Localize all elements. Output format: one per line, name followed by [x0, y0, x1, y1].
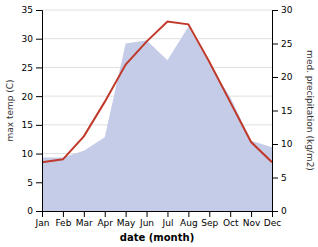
- tick: Sep: [201, 211, 218, 228]
- axis-line: [273, 11, 279, 212]
- tick-label: Feb: [55, 218, 71, 228]
- tick-mark: [36, 10, 42, 11]
- x-axis-title: date (month): [120, 232, 194, 243]
- line: [42, 21, 272, 162]
- y-axis: 0 5 10 15 20 25 30 35: [22, 5, 43, 216]
- axis-line: [36, 11, 43, 212]
- tick-label: 5: [27, 178, 33, 188]
- tick-mark: [272, 111, 278, 112]
- tick-label: Aug: [180, 218, 198, 228]
- tick-label: Jan: [35, 218, 50, 228]
- tick: Aug: [180, 211, 198, 228]
- tick: 0: [272, 206, 287, 216]
- tick: Oct: [223, 211, 239, 228]
- tick: Jan: [35, 211, 50, 228]
- tick-label: 5: [281, 173, 287, 183]
- tick-mark: [272, 77, 278, 78]
- tick: 10: [22, 149, 42, 159]
- tick: 10: [272, 139, 293, 149]
- tick-mark: [105, 211, 106, 217]
- tick-label: 35: [22, 5, 33, 15]
- tick-label: Mar: [76, 218, 93, 228]
- tick: Nov: [243, 211, 261, 228]
- tick: 15: [272, 106, 292, 116]
- tick: Jun: [139, 211, 154, 228]
- tick-label: Nov: [243, 218, 261, 228]
- tick-label: Oct: [223, 218, 239, 228]
- tick-mark: [36, 67, 42, 68]
- tick-mark: [272, 211, 278, 212]
- axis-line: [43, 212, 273, 218]
- tick: 35: [22, 5, 42, 15]
- tick-mark: [36, 125, 42, 126]
- tick: May: [117, 211, 136, 228]
- tick-mark: [36, 154, 42, 155]
- area: [42, 27, 272, 211]
- tick: Apr: [97, 211, 113, 228]
- tick-label: 25: [22, 63, 33, 73]
- tick: 20: [22, 92, 42, 102]
- tick: 5: [272, 173, 287, 183]
- tick-mark: [209, 211, 210, 217]
- tick-mark: [272, 10, 278, 11]
- tick: 20: [272, 72, 293, 82]
- x-axis: Jan Feb Mar Apr MayJun Jul AugSep Oct NovDec: [35, 211, 282, 228]
- tick: 5: [27, 178, 42, 188]
- tick-label: 15: [281, 106, 292, 116]
- tick: Mar: [76, 211, 93, 228]
- tick: 30: [22, 34, 42, 44]
- tick-label: 30: [22, 34, 34, 44]
- tick: 30: [272, 5, 293, 15]
- tick-mark: [36, 182, 42, 183]
- tick: Feb: [55, 211, 71, 228]
- tick: 25: [22, 63, 42, 73]
- tick-mark: [63, 211, 64, 217]
- tick-mark: [230, 211, 231, 217]
- y2-axis-title: med. precipitation (kg/m2): [305, 50, 315, 171]
- tick-label: May: [117, 218, 136, 228]
- tick-mark: [272, 178, 278, 179]
- tick-mark: [272, 144, 278, 145]
- tick-label: Dec: [264, 218, 281, 228]
- tick-label: 10: [22, 149, 34, 159]
- tick-mark: [36, 211, 42, 212]
- tick-label: 10: [281, 139, 293, 149]
- tick-label: Jun: [139, 218, 154, 228]
- grid-line: [42, 10, 272, 11]
- tick: 15: [22, 120, 42, 130]
- tick-label: 15: [22, 120, 33, 130]
- tick: Dec: [264, 211, 281, 228]
- tick-label: 0: [281, 206, 287, 216]
- tick-mark: [36, 39, 42, 40]
- tick-mark: [84, 211, 85, 217]
- chart: JanFebMarAprMayJunJulAugSepOctNovDec0510…: [0, 0, 318, 247]
- tick-label: Apr: [97, 218, 113, 228]
- y-axis-title: max temp (C): [5, 79, 15, 141]
- tick-mark: [188, 211, 189, 217]
- y2-axis: 0 5 10 15 20 25 30: [272, 5, 293, 216]
- grid-line: [42, 38, 272, 39]
- tick-label: 0: [27, 206, 33, 216]
- tick-mark: [272, 44, 278, 45]
- tick-mark: [36, 96, 42, 97]
- marks: [42, 21, 272, 211]
- tick-label: 30: [281, 5, 293, 15]
- tick: 0: [27, 206, 42, 216]
- tick-label: 20: [281, 72, 293, 82]
- tick-mark: [126, 211, 127, 217]
- tick-mark: [251, 211, 252, 217]
- plot: JanFebMarAprMayJunJulAugSepOctNovDec0510…: [22, 5, 293, 228]
- tick: Jul: [162, 211, 174, 228]
- tick-label: Jul: [162, 218, 174, 228]
- tick: 25: [272, 39, 292, 49]
- tick-mark: [147, 211, 148, 217]
- tick-label: 25: [281, 39, 292, 49]
- tick-label: Sep: [201, 218, 218, 228]
- grid: [42, 10, 272, 211]
- tick-label: 20: [22, 92, 34, 102]
- tick-mark: [167, 211, 168, 217]
